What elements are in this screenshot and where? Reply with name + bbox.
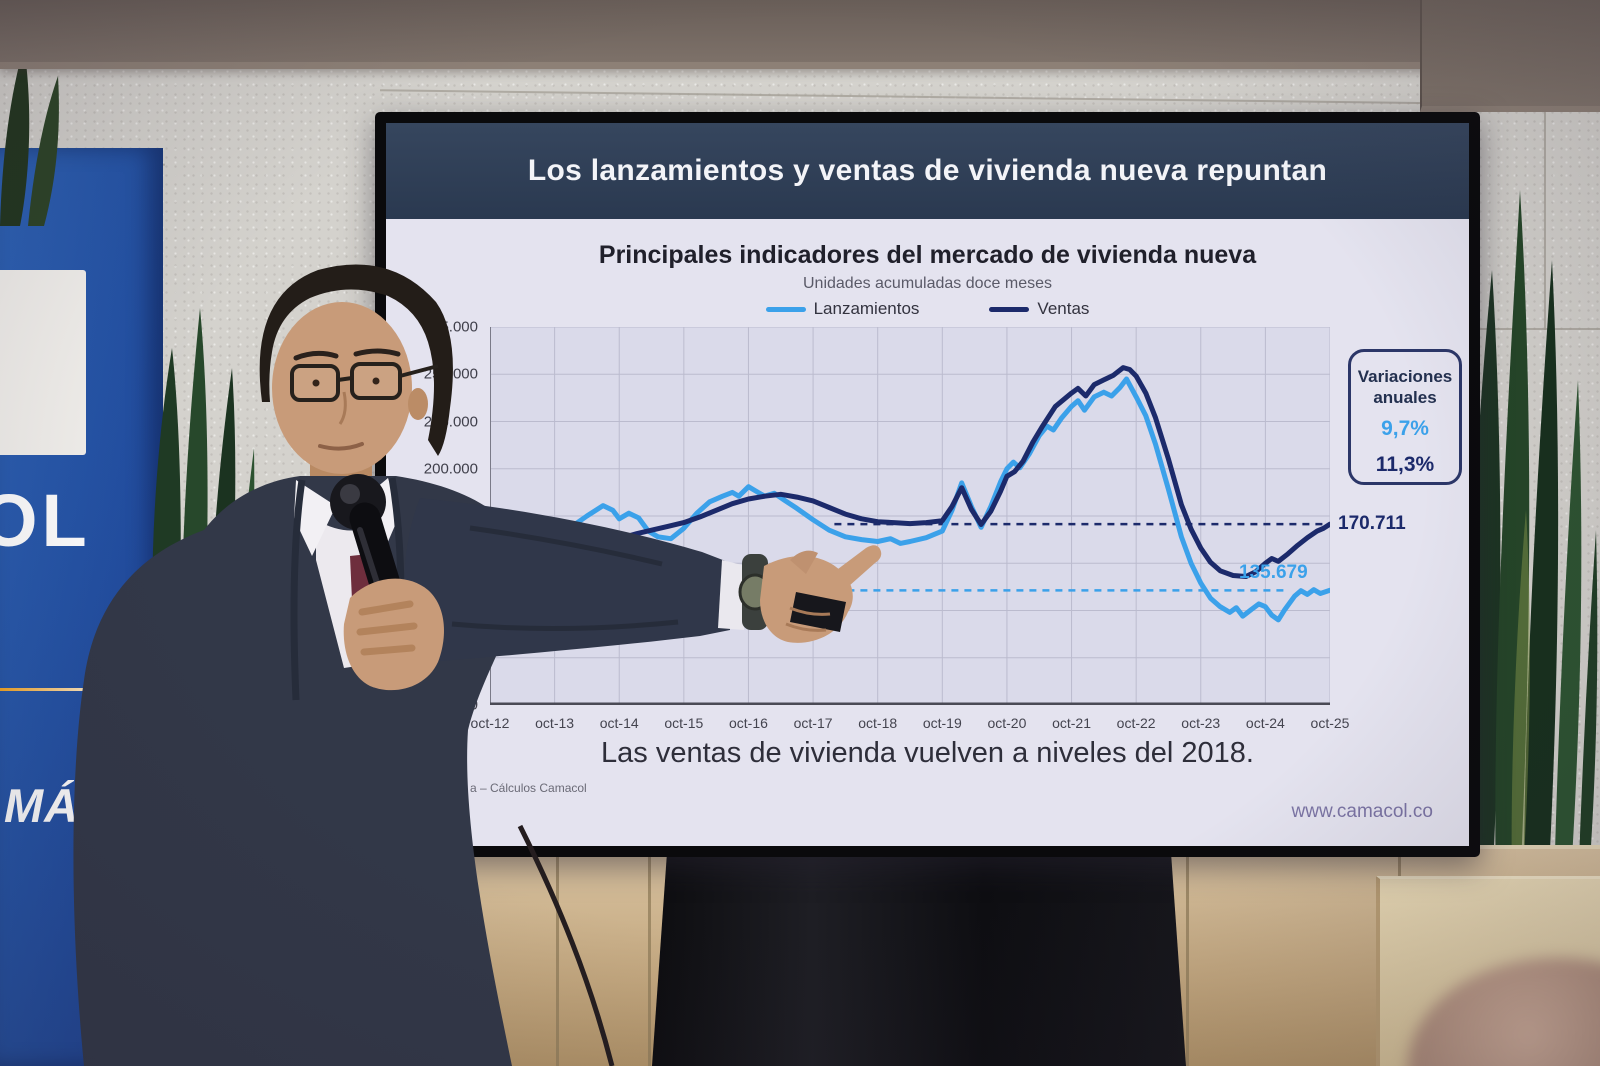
variations-title: Variaciones anuales <box>1357 367 1453 408</box>
y-tick-label: 225.000 <box>423 413 478 430</box>
eye <box>312 379 320 387</box>
slide-website: www.camacol.co <box>1291 801 1434 822</box>
planter-joint <box>556 849 559 1066</box>
y-tick-label: 125.000 <box>423 602 478 619</box>
banner-logo-box <box>0 270 86 455</box>
y-tick-label: 275.000 <box>423 318 478 336</box>
x-tick-label: oct-12 <box>470 715 510 731</box>
awning <box>0 0 1600 69</box>
legend-item-ventas: Ventas <box>989 299 1089 319</box>
x-tick-label: oct-17 <box>793 715 833 731</box>
chart-legend: Lanzamientos Ventas <box>386 299 1469 319</box>
x-tick-label: oct-20 <box>987 715 1027 731</box>
chart-area: 275.000 250.000 225.000 200.000 175.000 150.0… <box>386 319 1469 759</box>
nose <box>338 391 347 425</box>
right-plant <box>1467 190 1598 890</box>
x-tick-label: oct-18 <box>858 715 898 731</box>
x-tick-label: oct-23 <box>1181 715 1221 731</box>
awning-flap <box>1420 0 1600 112</box>
wall-joint <box>1480 328 1600 330</box>
x-tick-label: oct-19 <box>922 715 962 731</box>
planter-joint <box>648 849 651 1066</box>
plot-area <box>487 326 1333 706</box>
x-tick-label: oct-22 <box>1116 715 1156 731</box>
y-tick-label: 175.000 <box>423 507 478 525</box>
lanzamientos-end-label: 135.679 <box>1239 562 1308 584</box>
slide: Los lanzamientos y ventas de vivienda nu… <box>386 123 1469 846</box>
neck <box>310 446 372 498</box>
variations-box: Variaciones anuales 9,7% 11,3% <box>1348 349 1462 485</box>
y-tick-label: 100.000 <box>423 649 478 667</box>
corner-foliage <box>0 46 59 226</box>
wall-joint <box>1544 62 1546 330</box>
left-plant <box>152 308 255 718</box>
slide-source: a – Cálculos Camacol <box>470 781 587 795</box>
slide-message: Las ventas de vivienda vuelven a niveles… <box>601 737 1254 769</box>
chart-subtitle: Unidades acumuladas doce meses <box>802 275 1053 292</box>
banner-tagline-text: MÁS <box>4 779 112 832</box>
banner-tagline: MÁS+ <box>4 778 174 833</box>
slide-title: Los lanzamientos y ventas de vivienda nu… <box>527 154 1328 187</box>
variation-lanzamientos: 9,7% <box>1381 416 1429 440</box>
x-tick-label: oct-24 <box>1245 715 1285 731</box>
tv-screen: Los lanzamientos y ventas de vivienda nu… <box>375 112 1480 857</box>
microphone-head-highlight <box>340 484 360 504</box>
y-tick-label: 250.000 <box>423 365 478 383</box>
variation-ventas: 11,3% <box>1375 452 1435 476</box>
x-tick-label: oct-16 <box>728 715 768 731</box>
x-tick-label: oct-25 <box>1310 715 1350 731</box>
slide-title-band: Los lanzamientos y ventas de vivienda nu… <box>386 123 1469 219</box>
ventas-end-label: 170.711 <box>1338 513 1406 535</box>
chart-title: Principales indicadores del mercado de v… <box>598 241 1257 269</box>
x-tick-label: oct-15 <box>664 715 704 731</box>
legend-label-ventas: Ventas <box>1037 299 1090 318</box>
x-tick-label: oct-21 <box>1052 715 1091 731</box>
y-tick-label: 200.000 <box>423 460 478 478</box>
legend-swatch-ventas <box>989 306 1030 312</box>
banner-logo-text: OL <box>0 479 91 562</box>
legend-swatch-lanzamientos <box>765 306 806 312</box>
y-tick-label: 75.000 <box>432 696 478 714</box>
legend-item-lanzamientos: Lanzamientos <box>765 299 920 319</box>
planter-joint <box>1186 849 1189 1066</box>
tv-stand-drape <box>652 838 1186 1066</box>
y-tick-label: 150.000 <box>423 554 478 572</box>
x-tick-label: oct-14 <box>599 715 639 731</box>
banner-divider <box>0 688 122 691</box>
wall-joint <box>380 89 1478 105</box>
banner-tagline-plus: + <box>111 779 140 832</box>
x-tick-label: oct-13 <box>535 715 575 731</box>
mouth <box>318 442 364 451</box>
legend-label-lanzamientos: Lanzamientos <box>813 299 920 318</box>
